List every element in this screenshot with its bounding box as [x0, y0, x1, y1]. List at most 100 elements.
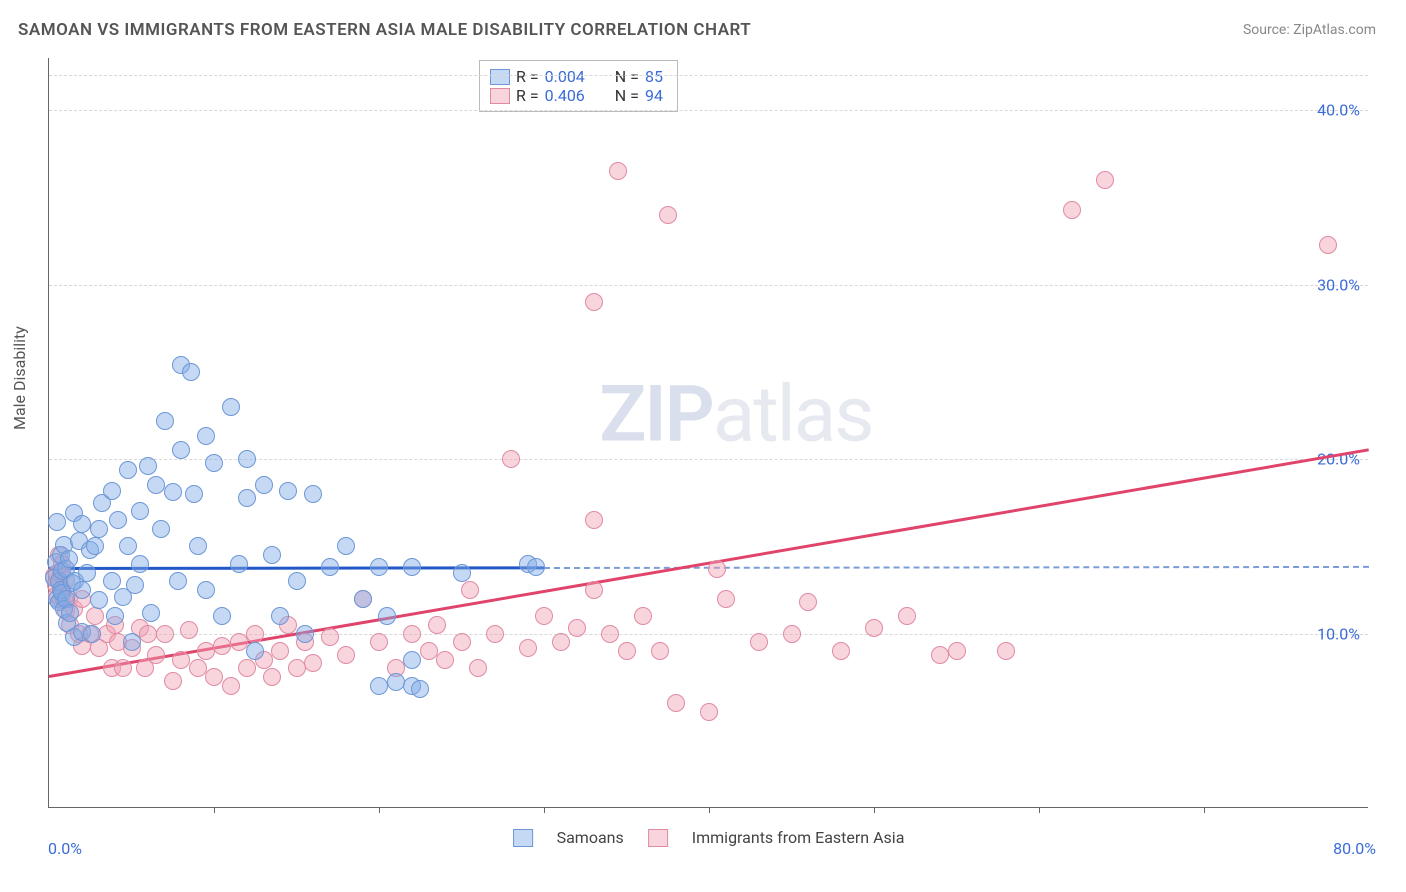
- point-samoans: [78, 564, 96, 582]
- point-immigrants: [832, 642, 850, 660]
- point-samoans: [90, 591, 108, 609]
- point-immigrants: [700, 703, 718, 721]
- source-label: Source: ZipAtlas.com: [1243, 22, 1376, 38]
- point-immigrants: [271, 642, 289, 660]
- xtick: [214, 807, 215, 813]
- point-immigrants: [659, 206, 677, 224]
- point-samoans: [147, 476, 165, 494]
- point-immigrants: [750, 633, 768, 651]
- ytick-label: 10.0%: [1317, 624, 1360, 643]
- point-immigrants: [86, 607, 104, 625]
- point-immigrants: [568, 619, 586, 637]
- n-value-samoans: 85: [645, 67, 663, 86]
- point-samoans: [288, 572, 306, 590]
- point-immigrants: [634, 607, 652, 625]
- xtick: [1204, 807, 1205, 813]
- point-samoans: [182, 363, 200, 381]
- r-label-samoans: R =: [516, 67, 539, 86]
- point-immigrants: [164, 672, 182, 690]
- point-immigrants: [535, 607, 553, 625]
- point-samoans: [106, 607, 124, 625]
- point-immigrants: [337, 646, 355, 664]
- x-axis-max-label: 80.0%: [1333, 839, 1376, 858]
- point-samoans: [337, 537, 355, 555]
- stats-row-samoans: R = 0.004 N = 85: [490, 67, 663, 86]
- bottom-legend: Samoans Immigrants from Eastern Asia: [513, 828, 905, 847]
- point-immigrants: [139, 625, 157, 643]
- point-immigrants: [1096, 171, 1114, 189]
- point-samoans: [411, 680, 429, 698]
- swatch-samoans: [490, 69, 510, 85]
- point-immigrants: [230, 633, 248, 651]
- point-samoans: [263, 546, 281, 564]
- point-samoans: [119, 537, 137, 555]
- point-samoans: [387, 673, 405, 691]
- point-samoans: [222, 398, 240, 416]
- point-immigrants: [585, 511, 603, 529]
- point-immigrants: [461, 581, 479, 599]
- point-samoans: [271, 607, 289, 625]
- point-immigrants: [222, 677, 240, 695]
- point-immigrants: [651, 642, 669, 660]
- point-samoans: [152, 520, 170, 538]
- point-samoans: [238, 450, 256, 468]
- point-samoans: [189, 537, 207, 555]
- point-immigrants: [601, 625, 619, 643]
- point-immigrants: [263, 668, 281, 686]
- gridline: [49, 285, 1368, 286]
- gridline: [49, 110, 1368, 111]
- xtick: [1039, 807, 1040, 813]
- point-samoans: [296, 625, 314, 643]
- swatch-immigrants-bottom: [648, 829, 668, 847]
- point-immigrants: [783, 625, 801, 643]
- point-samoans: [131, 502, 149, 520]
- point-samoans: [238, 489, 256, 507]
- point-samoans: [185, 485, 203, 503]
- point-immigrants: [114, 659, 132, 677]
- watermark-atlas: atlas: [713, 369, 873, 460]
- point-immigrants: [948, 642, 966, 660]
- point-samoans: [370, 677, 388, 695]
- xtick: [379, 807, 380, 813]
- swatch-immigrants: [490, 88, 510, 104]
- xtick: [874, 807, 875, 813]
- point-immigrants: [428, 616, 446, 634]
- n-label-samoans: N =: [615, 67, 639, 86]
- point-samoans: [321, 558, 339, 576]
- point-immigrants: [708, 560, 726, 578]
- swatch-samoans-bottom: [513, 829, 533, 847]
- point-samoans: [370, 558, 388, 576]
- point-immigrants: [997, 642, 1015, 660]
- point-immigrants: [420, 642, 438, 660]
- r-label-immigrants: R =: [516, 86, 539, 105]
- point-samoans: [126, 576, 144, 594]
- point-immigrants: [304, 654, 322, 672]
- point-immigrants: [502, 450, 520, 468]
- point-samoans: [139, 457, 157, 475]
- point-immigrants: [453, 633, 471, 651]
- point-samoans: [90, 520, 108, 538]
- point-samoans: [403, 651, 421, 669]
- point-samoans: [86, 537, 104, 555]
- point-samoans: [279, 482, 297, 500]
- point-samoans: [255, 476, 273, 494]
- point-immigrants: [799, 593, 817, 611]
- point-samoans: [61, 604, 79, 622]
- point-immigrants: [238, 659, 256, 677]
- point-samoans: [109, 511, 127, 529]
- point-samoans: [403, 558, 421, 576]
- point-immigrants: [552, 633, 570, 651]
- point-samoans: [83, 625, 101, 643]
- point-samoans: [197, 581, 215, 599]
- point-immigrants: [717, 590, 735, 608]
- point-samoans: [453, 564, 471, 582]
- plot-area: ZIPatlas R = 0.004 N = 85 R = 0.406 N = …: [48, 58, 1368, 808]
- point-immigrants: [205, 668, 223, 686]
- point-samoans: [304, 485, 322, 503]
- ytick-label: 40.0%: [1317, 101, 1360, 120]
- point-samoans: [156, 412, 174, 430]
- point-samoans: [60, 550, 78, 568]
- watermark-zip: ZIP: [599, 369, 713, 460]
- xtick: [544, 807, 545, 813]
- y-axis-label: Male Disability: [10, 326, 29, 430]
